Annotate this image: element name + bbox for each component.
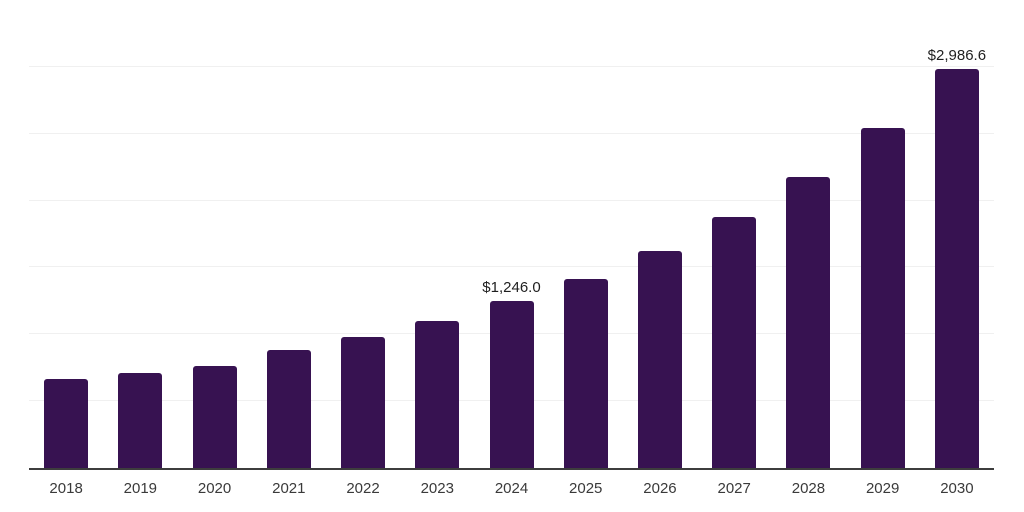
x-tick-2027: 2027 <box>717 480 751 497</box>
bar-2025 <box>563 279 608 468</box>
x-tick-2025: 2025 <box>569 480 603 497</box>
bar-value-label-2030: $2,986.6 <box>927 46 987 64</box>
x-tick-2026: 2026 <box>643 480 677 497</box>
gridline-1500 <box>29 266 994 268</box>
x-tick-2018: 2018 <box>49 480 83 497</box>
bar-2021 <box>266 350 311 468</box>
plot-area: $1,246.0 $2,986.6 <box>29 0 994 470</box>
bar-2022 <box>341 336 386 468</box>
x-tick-2024: 2024 <box>494 480 529 497</box>
bar-2028 <box>786 176 831 468</box>
bar-2019 <box>118 373 163 468</box>
x-tick-2021: 2021 <box>272 480 306 497</box>
bar-2024 <box>489 301 534 468</box>
x-tick-2028: 2028 <box>791 480 826 497</box>
bar-2023 <box>415 320 460 468</box>
bar-2018 <box>44 379 89 468</box>
x-tick-2023: 2023 <box>420 480 454 497</box>
bar-2026 <box>637 251 682 468</box>
x-axis-labels: 2018 2019 2020 2021 2022 2023 2024 2025 2026 2027… <box>29 481 994 501</box>
x-tick-2022: 2022 <box>346 480 380 497</box>
bar-value-label-2024: $1,246.0 <box>482 279 541 297</box>
bar-2029 <box>860 127 905 468</box>
bar-2030 <box>934 68 979 468</box>
gridline-3000 <box>29 65 994 67</box>
bar-2020 <box>192 366 237 468</box>
x-tick-2029: 2029 <box>865 480 900 497</box>
x-tick-2019: 2019 <box>123 480 158 497</box>
bar-2027 <box>712 217 757 468</box>
gridline-2000 <box>29 199 994 201</box>
x-tick-2020: 2020 <box>197 480 232 497</box>
gridline-2500 <box>29 132 994 134</box>
x-tick-2030: 2030 <box>940 480 974 497</box>
